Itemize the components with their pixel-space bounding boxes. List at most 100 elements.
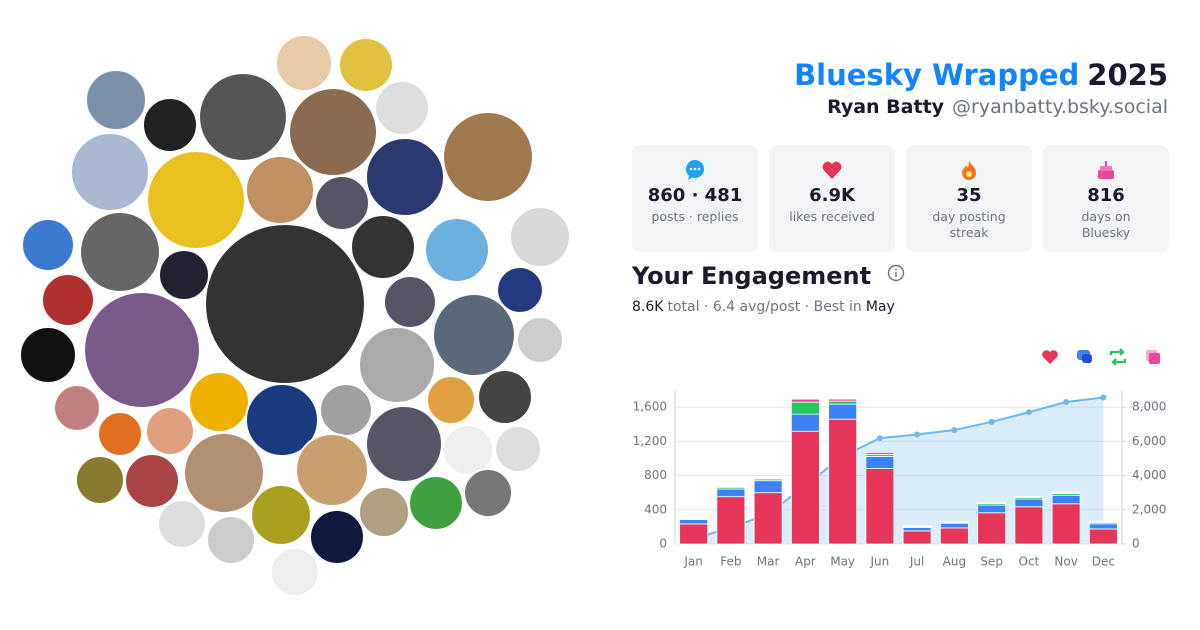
bar-segment	[1014, 498, 1044, 508]
section-title: Your Engagement	[632, 262, 905, 290]
bar-segment	[1014, 496, 1044, 498]
title-text: Bluesky Wrapped	[794, 58, 1080, 92]
x-tick-label: Jul	[909, 555, 924, 569]
y2-tick-label: 0	[1132, 537, 1140, 551]
stat-value: 35	[956, 185, 982, 206]
bar-segment	[902, 527, 932, 532]
y-tick-label: 1,600	[633, 400, 667, 414]
legend-icon[interactable]	[1042, 350, 1058, 364]
y2-tick-label: 8,000	[1132, 400, 1166, 414]
stat-card: 860 · 481 posts · replies	[632, 145, 758, 252]
y2-tick-label: 4,000	[1132, 468, 1166, 482]
y-tick-label: 0	[659, 537, 667, 551]
bar-segment	[939, 521, 969, 523]
bar-segment	[977, 502, 1007, 504]
bar-segment	[716, 488, 746, 498]
bar-segment	[865, 468, 895, 545]
year: 2025	[1087, 58, 1168, 92]
icon	[1098, 161, 1114, 179]
title: Bluesky Wrapped 2025	[794, 58, 1168, 92]
bar-segment	[865, 452, 895, 455]
x-tick-label: Nov	[1054, 555, 1077, 569]
stat-value: 860 · 481	[647, 185, 743, 206]
bar-segment	[977, 512, 1007, 545]
bar-segment	[939, 527, 969, 545]
bar-segment	[828, 400, 858, 405]
bar-segment	[1051, 503, 1081, 545]
bar-segment	[790, 401, 820, 415]
bar-segment	[828, 398, 858, 402]
legend	[1042, 348, 1160, 366]
y2-tick-label: 2,000	[1132, 502, 1166, 516]
stat-card: 35 day posting streak	[906, 145, 1032, 252]
x-tick-label: Oct	[1019, 555, 1040, 569]
summary: 8.6K total · 6.4 avg/post · Best in May	[632, 299, 895, 315]
bar-segment	[939, 522, 969, 529]
bar-segment	[753, 492, 783, 545]
icon	[686, 160, 704, 180]
icon	[822, 161, 842, 179]
section-title-text: Your Engagement	[632, 262, 872, 290]
y-tick-label: 400	[644, 502, 667, 516]
line-point	[1100, 394, 1107, 401]
bar-segment	[679, 523, 709, 545]
stat-card: 816 days on Bluesky	[1043, 145, 1169, 252]
line-point	[951, 427, 958, 434]
legend-icon[interactable]	[1146, 350, 1160, 364]
bar-segment	[1014, 506, 1044, 545]
bar-segment	[1088, 528, 1118, 545]
bar-segment	[1051, 492, 1081, 494]
icon	[962, 161, 976, 180]
info-icon[interactable]	[887, 264, 905, 282]
line-point	[1025, 409, 1032, 416]
bar-segment	[753, 480, 783, 494]
bar-segment	[902, 525, 932, 528]
x-tick-label: Aug	[943, 555, 966, 569]
legend-icon[interactable]	[1109, 348, 1127, 366]
stat-label: posts · replies	[651, 209, 739, 224]
x-tick-label: Jan	[683, 555, 703, 569]
x-tick-label: Dec	[1092, 555, 1115, 569]
stat-value: 816	[1087, 185, 1125, 206]
bar-segment	[977, 504, 1007, 514]
bar-segment	[790, 398, 820, 403]
stat-value: 6.9K	[809, 185, 855, 206]
bar-segment	[902, 530, 932, 545]
user-name: Ryan Batty	[827, 96, 945, 118]
x-tick-label: May	[830, 555, 855, 569]
best-month: May	[865, 299, 895, 315]
line-point	[1063, 398, 1070, 405]
bar-segment	[1088, 523, 1118, 530]
x-tick-label: Jun	[870, 555, 890, 569]
bar-segment	[865, 456, 895, 469]
bar-segment	[1088, 521, 1118, 523]
total: 8.6K	[632, 299, 664, 315]
bar-segment	[716, 496, 746, 545]
y2-tick-label: 6,000	[1132, 434, 1166, 448]
summary-text: total · 6.4 avg/post · Best in	[667, 299, 862, 315]
avatar-cloud	[19, 34, 571, 597]
chart: 0 400 800 1,200 1,600 0 2,000 4,000 6,000 8,000 Ja…	[633, 390, 1166, 569]
stat-label: day posting streak	[932, 209, 1006, 240]
x-tick-label: Feb	[720, 555, 741, 569]
stat-label: days on Bluesky	[1081, 209, 1131, 240]
bar-segment	[790, 430, 820, 545]
bar-segment	[828, 418, 858, 545]
bar-segment	[1051, 494, 1081, 505]
legend-icon[interactable]	[1077, 350, 1092, 363]
bar-segment	[828, 403, 858, 420]
y-tick-label: 1,200	[633, 434, 667, 448]
line-point	[876, 435, 883, 442]
y-tick-label: 800	[644, 468, 667, 482]
bar-segment	[679, 519, 709, 525]
user-handle: @ryanbatty.bsky.social	[952, 96, 1168, 118]
stat-card: 6.9K likes received	[769, 145, 895, 252]
line-point	[914, 431, 921, 438]
x-tick-label: Sep	[980, 555, 1003, 569]
user: Ryan Batty @ryanbatty.bsky.social	[827, 96, 1168, 118]
bar-segment	[790, 413, 820, 432]
x-tick-label: Mar	[757, 555, 780, 569]
x-tick-label: Apr	[795, 555, 816, 569]
line-point	[988, 418, 995, 425]
